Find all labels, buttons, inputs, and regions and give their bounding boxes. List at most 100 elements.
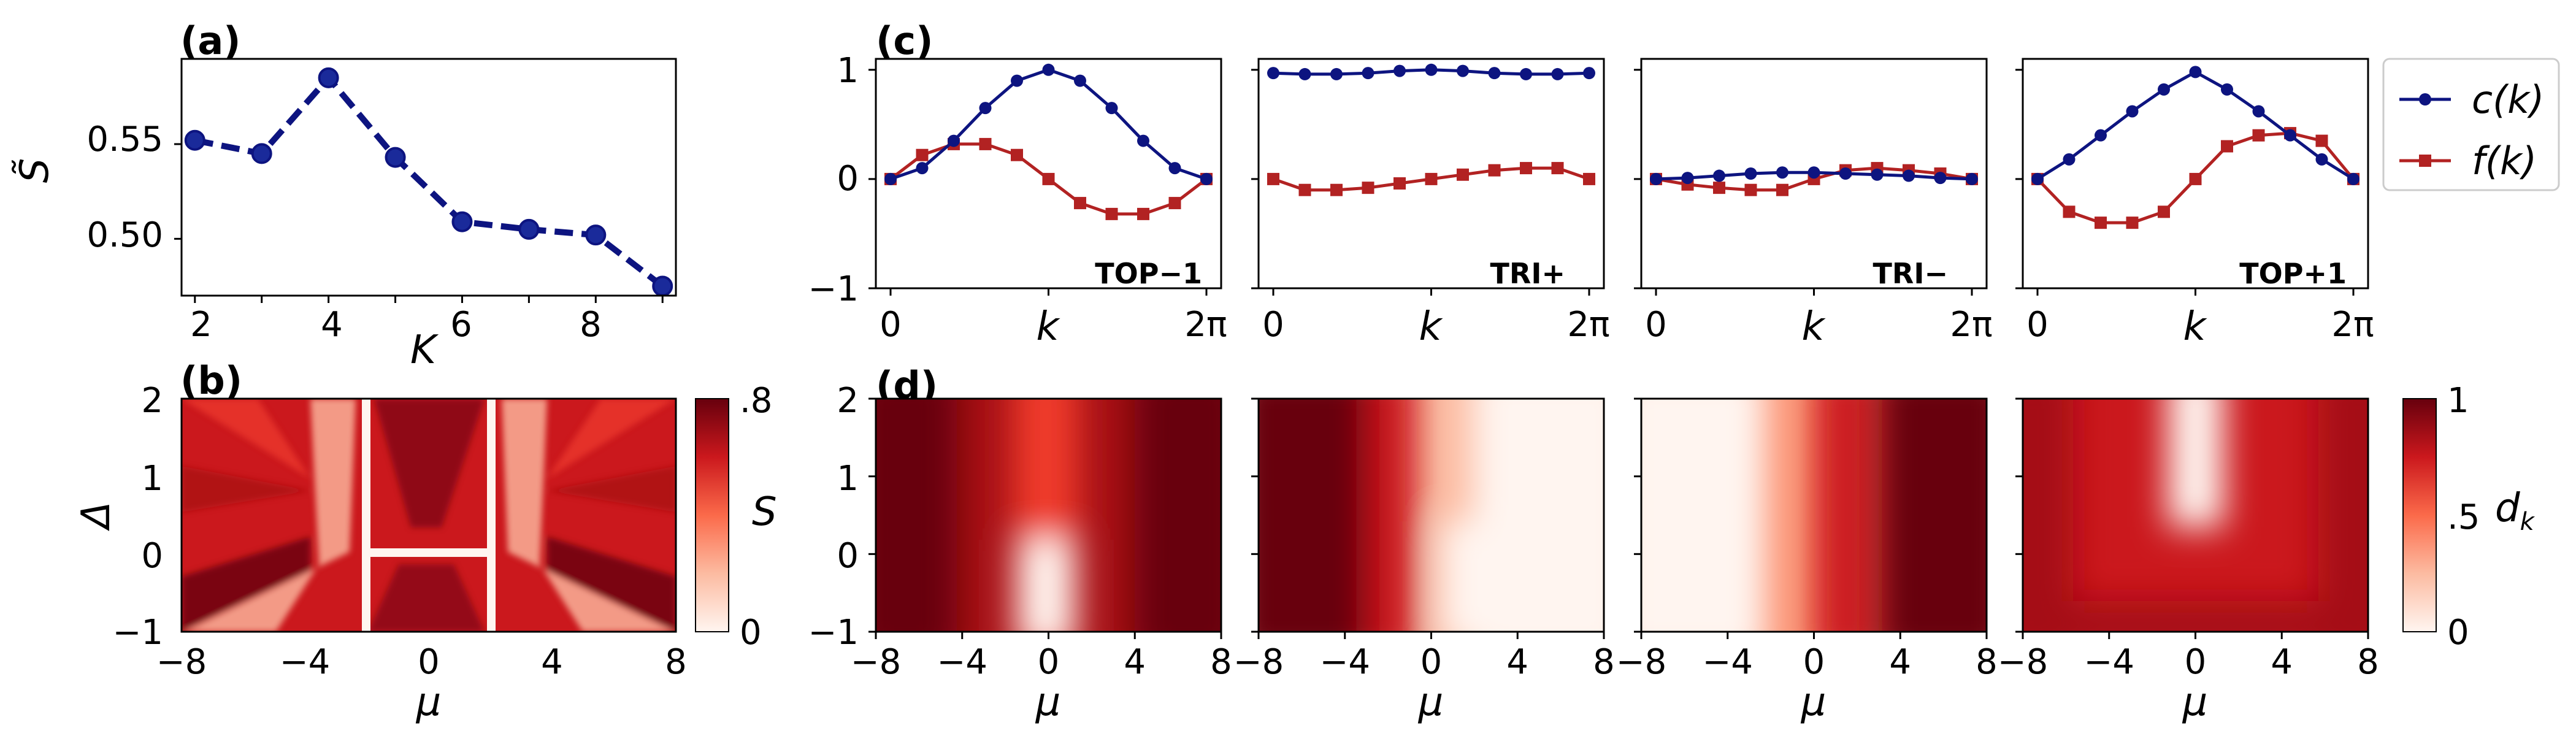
panel-c-f-point — [2158, 205, 2170, 218]
panel-label-c: (c) — [876, 18, 933, 63]
panel-d-xtick-3-0: −8 — [1998, 642, 2049, 682]
panel-c-c-point — [1744, 167, 1757, 180]
panel-b-xtick-0: 0 — [418, 642, 440, 682]
panel-c-c-point — [2126, 105, 2139, 118]
panel-c-frame-3 — [2022, 58, 2369, 289]
panel-c-f-point — [1267, 172, 1279, 185]
panel-d-xtick-3-2: 0 — [2185, 642, 2207, 682]
panel-b-frame — [180, 397, 677, 633]
panel-c-f-point — [2189, 172, 2202, 185]
panel-c-xlabel-1: k — [1419, 304, 1443, 350]
panel-c-f-point — [1330, 183, 1343, 196]
panel-d-heatmap-2 — [1641, 399, 1987, 632]
panel-a-point — [585, 224, 607, 246]
panel-c-f-point — [2095, 217, 2107, 229]
panel-c-f-point — [2126, 217, 2139, 229]
panel-label-b: (b) — [180, 358, 242, 403]
panel-c-c-point — [2095, 129, 2107, 142]
panel-d-xtick-0-0: −8 — [851, 642, 902, 682]
panel-d-ytick-0: 0 — [837, 536, 859, 576]
panel-c-c-point — [1650, 172, 1662, 185]
panel-a-point — [451, 211, 473, 232]
panel-c-c-point — [2252, 105, 2265, 118]
panel-a-xtick-4: 4 — [321, 305, 343, 345]
panel-c-c-line-3 — [2036, 70, 2355, 181]
panel-b-xtick-m4: −4 — [280, 642, 331, 682]
panel-c-f-point — [979, 137, 992, 150]
panel-c-frame-2 — [1640, 58, 1988, 289]
panel-c-c-point — [1807, 166, 1820, 179]
panel-c-f-point — [1011, 148, 1023, 161]
panel-c-c-point — [1200, 172, 1213, 185]
panel-c-xtick-1-start: 0 — [1262, 305, 1284, 345]
panel-c-f-point — [2252, 129, 2265, 142]
panel-a-point — [318, 67, 339, 88]
panel-a-point — [385, 147, 406, 168]
colorbar-dk-tick-half: .5 — [2447, 497, 2480, 537]
panel-c-c-point — [1298, 67, 1311, 80]
panel-c-c-point — [2189, 66, 2202, 79]
panel-d-xtick-1-4: 8 — [1593, 642, 1615, 682]
panel-c-f-point — [1074, 197, 1086, 210]
panel-c-f-point — [2315, 134, 2328, 147]
panel-c-c-point — [1425, 63, 1438, 76]
panel-c-c-point — [884, 172, 897, 185]
panel-c-f-point — [1137, 207, 1149, 220]
panel-d-xlabel-0: μ — [1035, 680, 1061, 725]
panel-c-f-point — [2221, 140, 2233, 153]
panel-c-c-point — [1934, 172, 1947, 185]
panel-c-c-point — [1520, 67, 1532, 80]
panel-c-f-point — [1362, 182, 1374, 194]
panel-c-c-point — [2221, 83, 2233, 96]
panel-c-f-point — [1457, 168, 1469, 181]
panel-c-c-point — [1330, 67, 1343, 80]
panel-d-xtick-3-4: 8 — [2357, 642, 2379, 682]
panel-c-c-point — [1488, 67, 1501, 80]
panel-d-xtick-2-1: −4 — [1702, 642, 1753, 682]
panel-d-xtick-0-2: 0 — [1038, 642, 1060, 682]
panel-c-c-point — [1393, 64, 1406, 77]
panel-d-xlabel-3: μ — [2182, 680, 2208, 725]
colorbar-dk — [2402, 398, 2437, 632]
panel-b-xtick-4: 4 — [541, 642, 563, 682]
panel-d-ytick-m1: −1 — [808, 613, 859, 653]
panel-c-c-point — [1042, 63, 1055, 76]
panel-a-point — [184, 129, 205, 151]
panel-c-tag-1: TRI+ — [1490, 257, 1565, 290]
panel-c-ytick-1: 1 — [837, 51, 859, 91]
panel-d-xtick-2-4: 8 — [1976, 642, 1998, 682]
panel-c: 1 0 −1 TOP−1 TRI+ TRI− TOP+1 0 k 2π 0 k … — [808, 51, 2374, 350]
panel-b-ylabel: Δ — [74, 502, 119, 532]
legend-f-marker — [2419, 155, 2431, 167]
panel-a-xtick-8: 8 — [580, 305, 602, 345]
panel-c-f-point — [1168, 197, 1181, 210]
panel-a-ylabel: S̃ — [11, 158, 58, 183]
colorbar-s-tick-top: .8 — [740, 381, 772, 421]
panel-c-f-point — [1042, 172, 1055, 185]
panel-c-f-point — [1776, 183, 1788, 196]
panel-c-c-point — [2063, 153, 2076, 166]
panel-a-ytick-055: 0.55 — [86, 120, 163, 159]
colorbar-s-label: S — [752, 489, 777, 535]
panel-c-c-point — [948, 134, 960, 147]
panel-c-c-point — [1966, 172, 1978, 185]
panel-c-xtick-2-start: 0 — [1645, 305, 1667, 345]
panel-c-tag-0: TOP−1 — [1095, 257, 1202, 290]
panel-c-f-point — [1520, 162, 1532, 175]
panel-c-f-point — [2063, 205, 2076, 218]
panel-a-frame — [180, 58, 677, 297]
legend-c-label: c(k) — [2472, 77, 2544, 122]
panel-d-xtick-1-3: 4 — [1506, 642, 1528, 682]
panel-c-xlabel-2: k — [1801, 304, 1826, 350]
panel-b-ytick-2: 2 — [141, 381, 163, 421]
panel-d-xtick-1-2: 0 — [1420, 642, 1443, 682]
legend-f-label: f(k) — [2472, 139, 2537, 183]
panel-c-c-point — [1457, 64, 1469, 77]
panel-c-c-point — [1105, 102, 1118, 115]
panel-a-xtick-2: 2 — [190, 305, 212, 345]
panel-c-xtick-0-start: 0 — [880, 305, 902, 345]
panel-label-a: (a) — [180, 18, 241, 63]
panel-c-f-point — [1551, 162, 1564, 175]
panel-d-xlabel-2: μ — [1801, 680, 1827, 725]
